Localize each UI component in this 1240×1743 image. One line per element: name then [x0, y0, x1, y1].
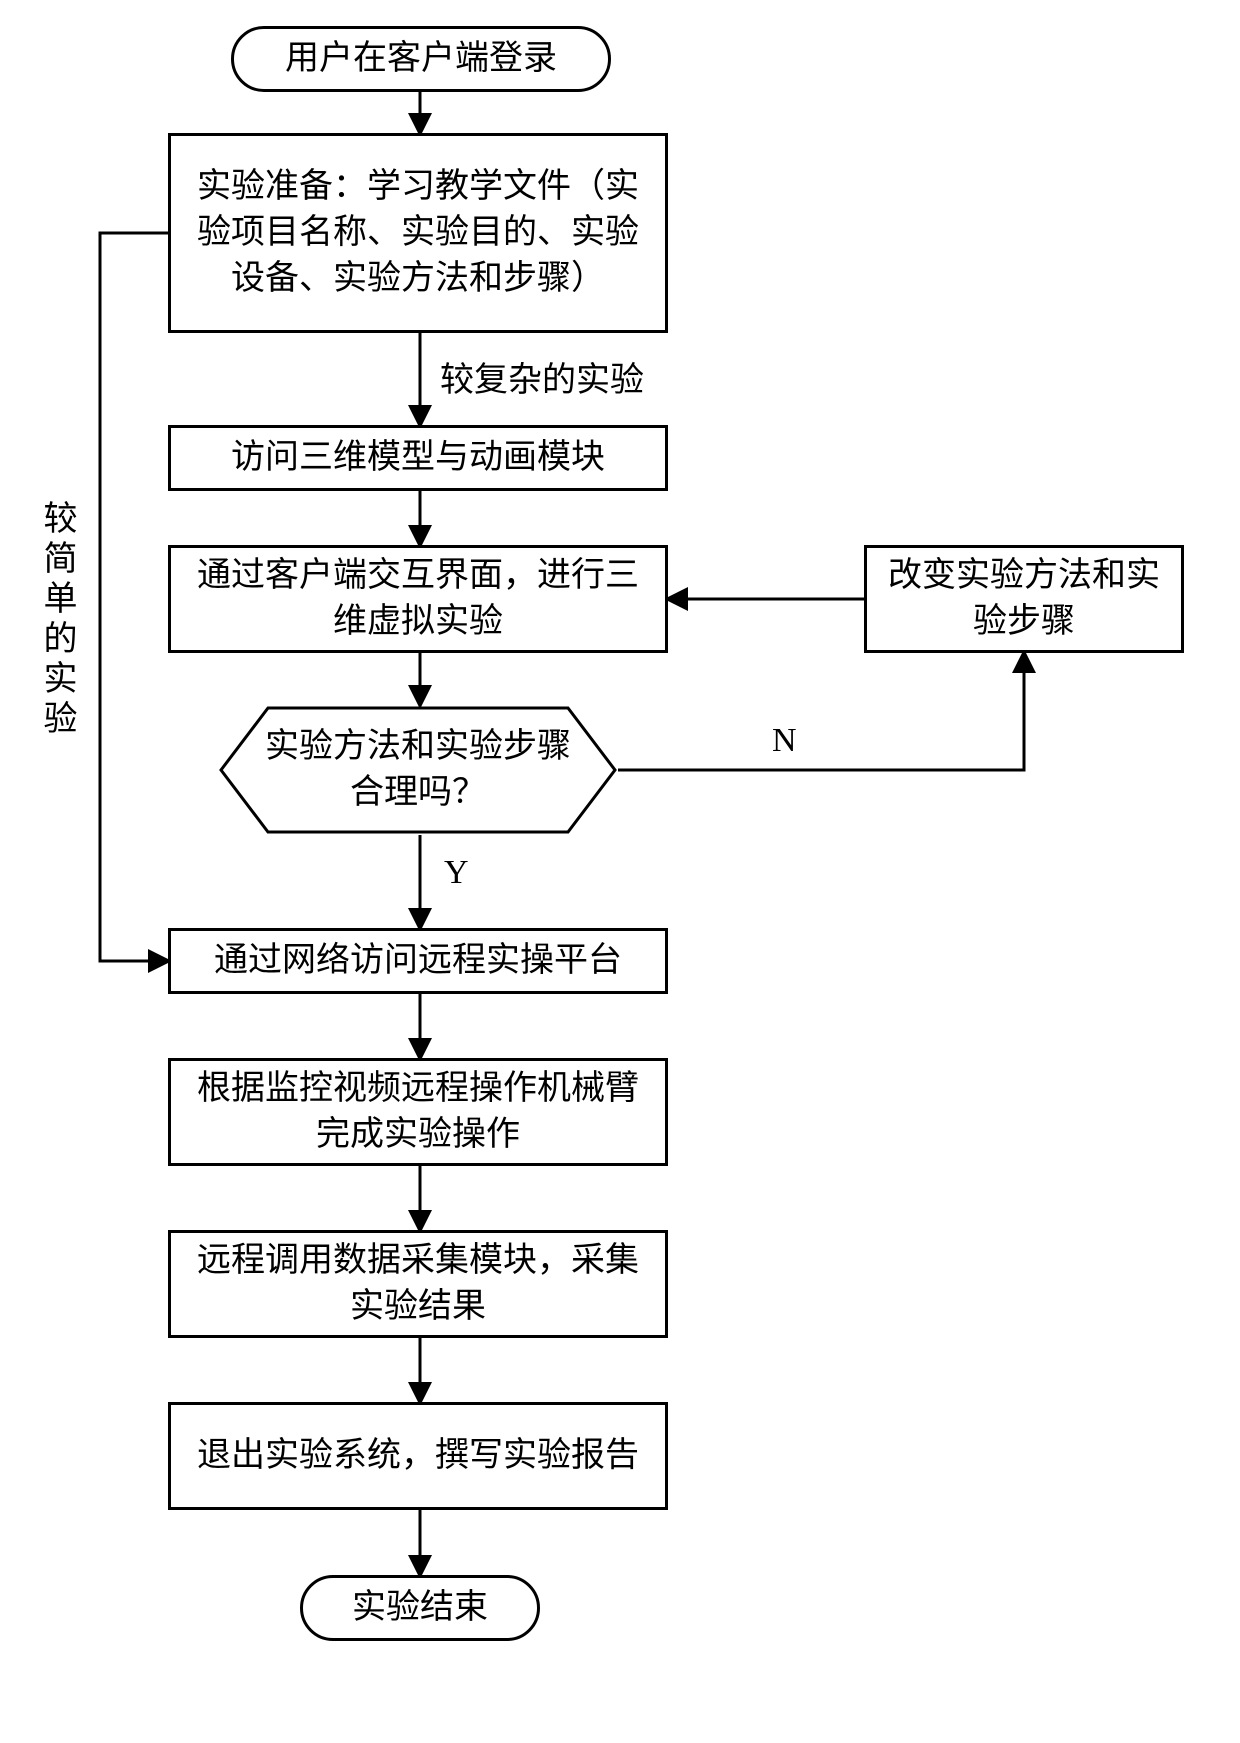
- node-robot-text: 根据监控视频远程操作机械臂完成实验操作: [183, 1066, 653, 1158]
- node-prep: 实验准备：学习教学文件（实验项目名称、实验目的、实验设备、实验方法和步骤）: [168, 133, 668, 333]
- node-report: 退出实验系统，撰写实验报告: [168, 1402, 668, 1510]
- node-decision-text: 实验方法和实验步骤合理吗？: [258, 724, 578, 816]
- node-prep-text: 实验准备：学习教学文件（实验项目名称、实验目的、实验设备、实验方法和步骤）: [183, 164, 653, 302]
- edge-label-no: N: [772, 722, 797, 760]
- flowchart-canvas: 用户在客户端登录 实验准备：学习教学文件（实验项目名称、实验目的、实验设备、实验…: [0, 0, 1240, 1743]
- node-end: 实验结束: [300, 1575, 540, 1641]
- node-model-text: 访问三维模型与动画模块: [231, 435, 605, 481]
- node-remote-text: 通过网络访问远程实操平台: [214, 938, 622, 984]
- node-change: 改变实验方法和实验步骤: [864, 545, 1184, 653]
- edge-label-yes: Y: [444, 854, 469, 892]
- node-start-text: 用户在客户端登录: [285, 36, 557, 82]
- node-decision: 实验方法和实验步骤合理吗？: [218, 705, 618, 835]
- edge-label-complex: 较复杂的实验: [440, 352, 644, 401]
- node-collect: 远程调用数据采集模块，采集实验结果: [168, 1230, 668, 1338]
- node-remote: 通过网络访问远程实操平台: [168, 928, 668, 994]
- node-collect-text: 远程调用数据采集模块，采集实验结果: [183, 1238, 653, 1330]
- edge-label-simple: 较简单的实验: [32, 500, 81, 740]
- node-interact: 通过客户端交互界面，进行三维虚拟实验: [168, 545, 668, 653]
- node-end-text: 实验结束: [352, 1585, 488, 1631]
- node-robot: 根据监控视频远程操作机械臂完成实验操作: [168, 1058, 668, 1166]
- node-interact-text: 通过客户端交互界面，进行三维虚拟实验: [183, 553, 653, 645]
- node-model: 访问三维模型与动画模块: [168, 425, 668, 491]
- node-start: 用户在客户端登录: [231, 26, 611, 92]
- node-report-text: 退出实验系统，撰写实验报告: [197, 1433, 639, 1479]
- node-change-text: 改变实验方法和实验步骤: [879, 553, 1169, 645]
